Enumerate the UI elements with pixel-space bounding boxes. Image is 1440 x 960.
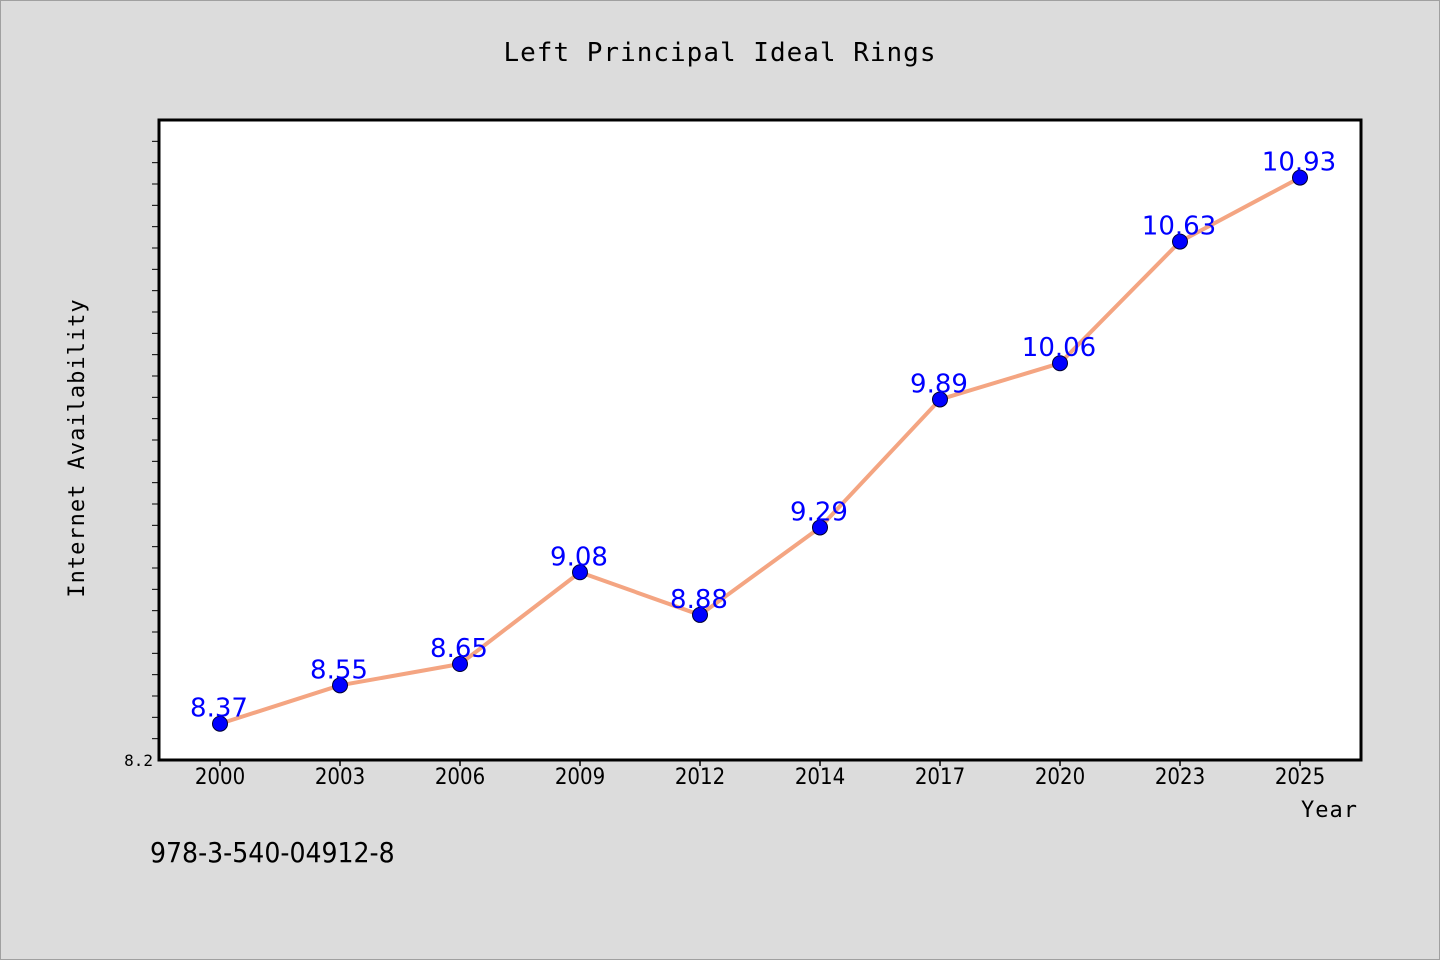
x-tick-label: 2003 xyxy=(315,765,365,790)
data-point xyxy=(812,519,828,536)
chart-title: Left Principal Ideal Rings xyxy=(504,38,937,68)
x-tick-label: 2014 xyxy=(795,765,845,790)
data-point xyxy=(1292,169,1308,186)
data-label: 9.08 xyxy=(550,542,608,572)
data-label: 8.65 xyxy=(430,634,488,664)
series-line xyxy=(219,175,1301,726)
data-point xyxy=(572,564,588,581)
isbn-note: 978-3-540-04912-8 xyxy=(150,836,395,869)
y-axis-min-label: 8.2 xyxy=(124,751,153,770)
series-points xyxy=(212,169,1308,732)
data-point xyxy=(692,606,708,623)
data-point xyxy=(1172,233,1188,250)
x-tick-label: 2023 xyxy=(1155,765,1205,790)
data-label: 10.06 xyxy=(1022,333,1096,363)
data-label: 10.63 xyxy=(1142,212,1216,242)
data-point xyxy=(1052,355,1068,372)
data-labels: 8.37 8.55 8.65 9.08 8.88 9.29 9.89 10.06 10.63 10… xyxy=(190,148,1336,724)
data-label: 10.93 xyxy=(1262,148,1336,178)
x-tick-label: 2017 xyxy=(915,765,965,790)
y-axis-label: Internet Availability xyxy=(65,298,90,597)
data-point xyxy=(932,391,948,408)
data-label: 9.29 xyxy=(790,497,848,527)
x-tick-label: 2000 xyxy=(195,765,245,790)
x-tick-label: 2006 xyxy=(435,765,485,790)
x-tick-label: 2020 xyxy=(1035,765,1085,790)
y-axis-ticks xyxy=(152,140,159,740)
data-point xyxy=(332,677,348,694)
x-axis-label: Year xyxy=(1301,798,1358,823)
data-label: 9.89 xyxy=(910,369,968,399)
x-tick-label: 2009 xyxy=(555,765,605,790)
plot-area xyxy=(157,118,1363,762)
x-tick-label: 2012 xyxy=(675,765,725,790)
data-point xyxy=(452,656,468,672)
data-point xyxy=(212,715,228,732)
x-tick-label: 2025 xyxy=(1275,765,1325,790)
x-axis: 2000 2003 2006 2009 2012 2014 2017 2020 2023 2025 xyxy=(195,760,1325,790)
data-label: 8.37 xyxy=(190,694,248,724)
data-label: 8.55 xyxy=(310,655,368,685)
data-label: 8.88 xyxy=(670,585,728,615)
